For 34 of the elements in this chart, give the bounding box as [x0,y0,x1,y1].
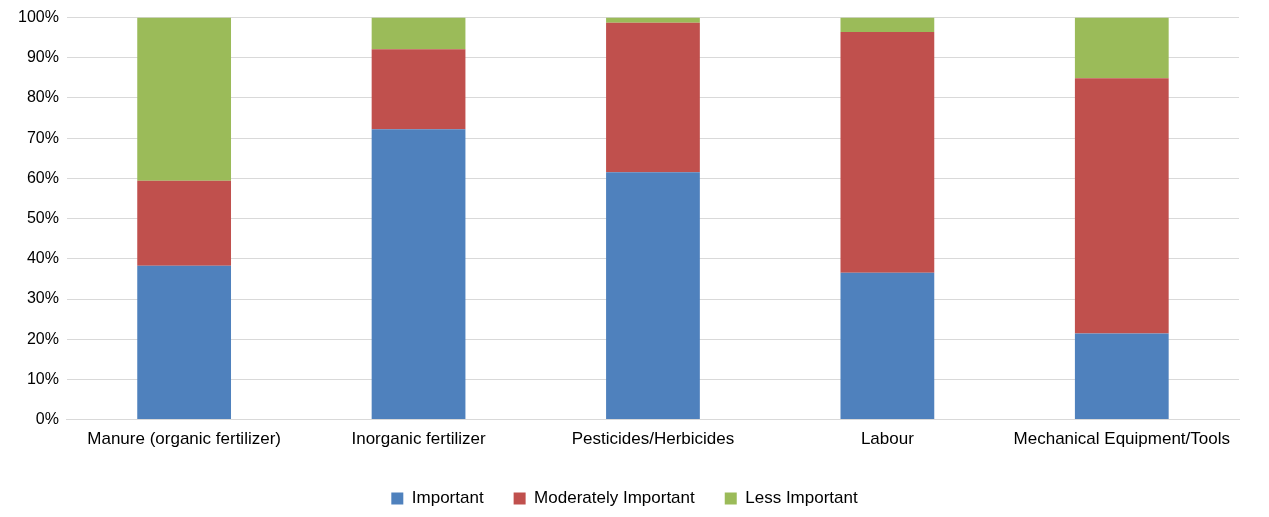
bar [137,17,232,181]
y-tick-label: 90% [26,48,59,66]
bar [137,180,232,266]
y-tick-label: 80% [26,88,59,106]
y-tick-label: 70% [26,128,59,146]
y-tick-label: 10% [26,369,59,387]
bar [840,17,935,33]
x-tick-label: Labour [860,429,915,449]
y-tick-label: 40% [26,249,59,267]
bar [606,172,700,420]
bar [1074,333,1169,420]
y-tick-label: 100% [18,8,59,26]
bar [371,129,466,420]
x-tick-label: Inorganic fertilizer [351,429,486,449]
legend-label: Less Important [745,488,858,508]
bar [371,49,466,130]
bar [1074,17,1169,79]
bar [1074,78,1169,334]
bar [606,17,700,23]
legend-label: Important [411,488,484,508]
bar [840,32,935,273]
bar [137,265,232,420]
bar [371,17,466,50]
bar [606,22,700,173]
bar [840,272,935,420]
y-tick-label: 60% [26,168,59,186]
y-tick-label: 50% [26,209,59,227]
y-tick-label: 0% [35,410,59,428]
y-tick-label: 20% [26,329,59,347]
legend-label: Moderately Important [534,488,696,508]
x-tick-label: Mechanical Equipment/Tools [1013,429,1230,449]
y-tick-label: 30% [26,289,59,307]
x-tick-label: Pesticides/Herbicides [571,429,735,449]
x-tick-label: Manure (organic fertilizer) [87,429,281,449]
